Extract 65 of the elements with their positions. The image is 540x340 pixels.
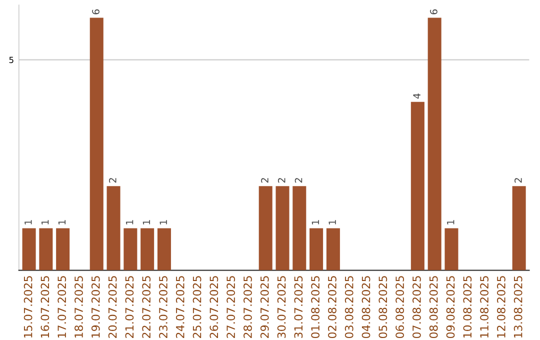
x-tick-label: 12.08.2025 (496, 276, 506, 338)
data-label: 1 (24, 220, 32, 224)
bar (258, 186, 272, 270)
data-label: 1 (126, 220, 134, 224)
x-tick-label: 05.08.2025 (378, 276, 388, 338)
data-label: 1 (328, 220, 336, 224)
x-tick-label: 15.07.2025 (24, 276, 32, 338)
bar (410, 102, 424, 270)
data-label: 2 (108, 178, 116, 183)
x-tick-label: 20.07.2025 (108, 276, 117, 338)
x-tick-label: 07.08.2025 (412, 276, 421, 338)
data-label: 1 (160, 220, 167, 224)
x-tick-label: 03.08.2025 (344, 276, 354, 338)
bar (292, 186, 306, 270)
x-tick-label: 11.08.2025 (480, 276, 488, 338)
x-tick-label: 06.08.2025 (396, 276, 404, 338)
x-tick-label: 10.08.2025 (463, 276, 472, 338)
bar (140, 228, 154, 270)
bar (22, 228, 36, 270)
data-label: 2 (261, 178, 268, 183)
bar (56, 228, 70, 270)
bar (326, 228, 340, 270)
data-label: 6 (430, 9, 438, 14)
data-label: 1 (142, 220, 150, 224)
data-label: 2 (514, 178, 522, 183)
bar (39, 228, 53, 270)
x-tick-label: 19.07.2025 (91, 276, 100, 338)
x-tick-label: 22.07.2025 (142, 276, 151, 338)
x-tick-label: 29.07.2025 (260, 276, 269, 338)
bar (157, 228, 171, 270)
bar (444, 228, 458, 270)
bar (512, 186, 526, 270)
x-tick-label: 24.07.2025 (176, 276, 184, 338)
x-tick-label: 18.07.2025 (74, 276, 83, 338)
x-tick-label: 13.08.2025 (514, 276, 522, 338)
x-tick-label: 04.08.2025 (362, 276, 370, 338)
data-label: 1 (42, 220, 49, 224)
x-tick-label: 27.07.2025 (226, 276, 236, 338)
x-tick-label: 17.07.2025 (58, 276, 66, 338)
bar (124, 228, 138, 270)
x-tick-label: 08.08.2025 (429, 276, 438, 338)
bar (310, 228, 324, 270)
data-label: 6 (92, 9, 100, 14)
bar (106, 186, 120, 270)
bar (276, 186, 290, 270)
x-tick-label: 23.07.2025 (159, 276, 168, 338)
y-tick-label: 5 (9, 56, 14, 64)
x-tick-label: 02.08.2025 (328, 276, 336, 338)
x-tick-label: 01.08.2025 (311, 276, 320, 338)
data-label: 2 (278, 178, 286, 183)
data-label: 1 (312, 220, 319, 224)
x-tick-label: 28.07.2025 (244, 276, 252, 338)
data-label: 4 (413, 94, 420, 99)
x-tick-label: 21.07.2025 (125, 276, 134, 338)
x-tick-label: 25.07.2025 (192, 276, 202, 338)
x-tick-label: 26.07.2025 (210, 276, 218, 338)
data-label: 2 (294, 178, 302, 183)
data-label: 1 (447, 220, 454, 224)
x-tick-label: 16.07.2025 (40, 276, 50, 338)
x-tick-label: 31.07.2025 (294, 276, 303, 338)
bar (428, 18, 442, 270)
bar (90, 18, 104, 270)
data-label: 1 (58, 220, 66, 224)
x-tick-label: 30.07.2025 (277, 276, 286, 338)
x-tick-label: 09.08.2025 (446, 276, 455, 338)
